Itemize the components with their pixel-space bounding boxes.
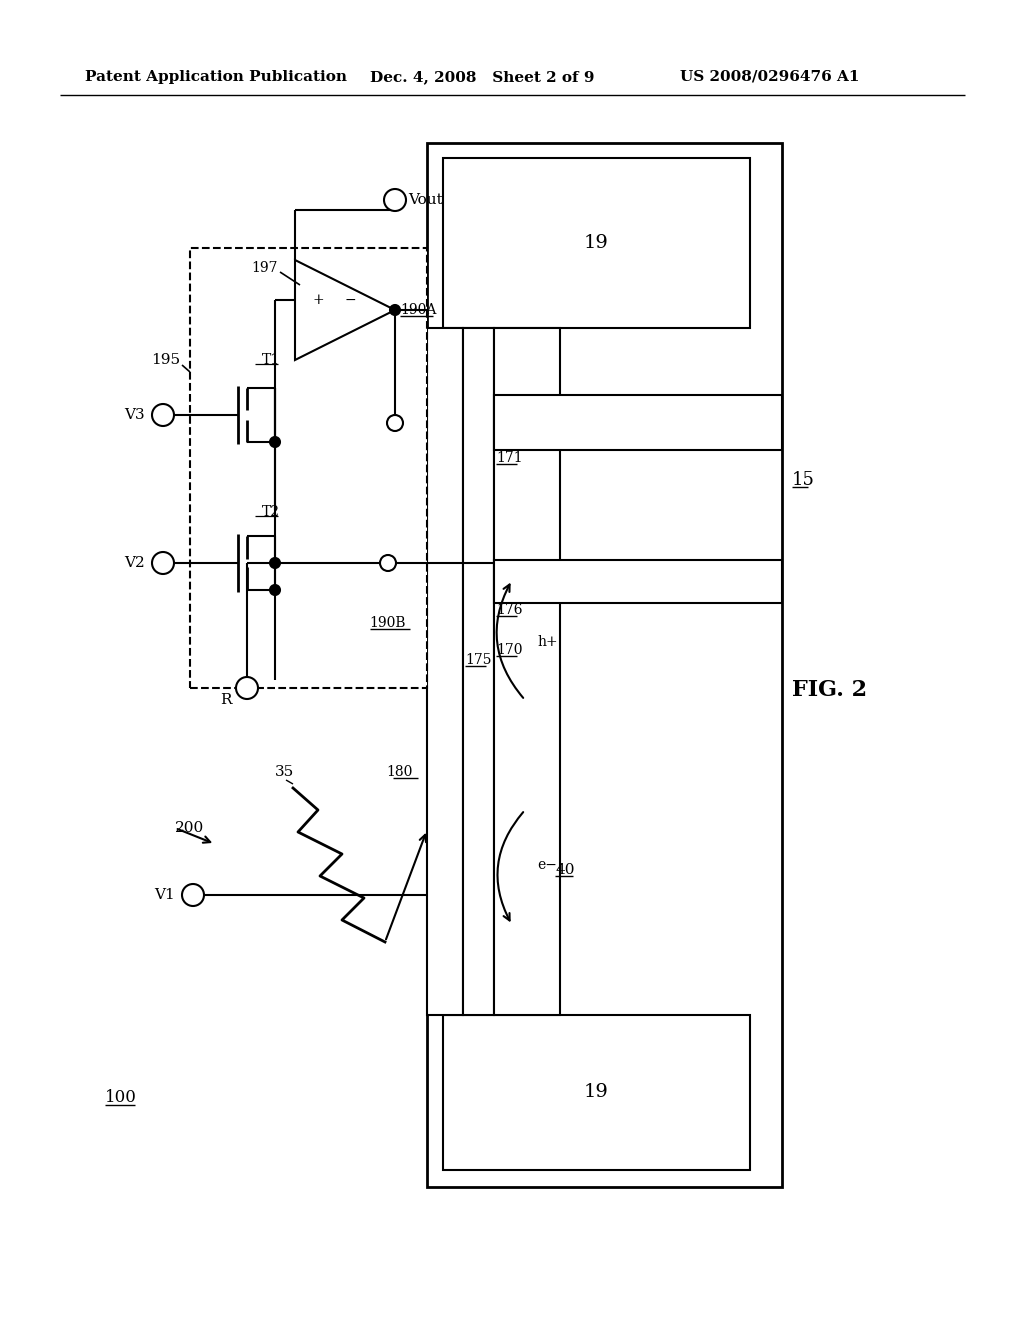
Text: h+: h+ <box>537 635 558 649</box>
Bar <box>443 1015 750 1170</box>
Text: 197: 197 <box>252 261 278 275</box>
Text: 100: 100 <box>105 1089 137 1106</box>
Bar <box>494 560 782 603</box>
Text: FIG. 2: FIG. 2 <box>792 678 867 701</box>
Text: 15: 15 <box>792 471 815 488</box>
Circle shape <box>270 585 280 595</box>
Text: 171: 171 <box>496 451 522 465</box>
Text: +: + <box>312 293 324 308</box>
Text: Patent Application Publication: Patent Application Publication <box>85 70 347 84</box>
Circle shape <box>270 437 280 447</box>
Text: Dec. 4, 2008   Sheet 2 of 9: Dec. 4, 2008 Sheet 2 of 9 <box>370 70 595 84</box>
Text: T1: T1 <box>262 352 281 367</box>
Bar <box>427 143 782 1187</box>
Text: T2: T2 <box>262 506 280 519</box>
Text: 200: 200 <box>175 821 204 836</box>
Text: 190B: 190B <box>370 616 407 630</box>
Bar <box>190 248 427 688</box>
Text: R: R <box>220 693 232 708</box>
Circle shape <box>380 554 396 572</box>
Bar <box>427 327 463 1015</box>
Circle shape <box>236 677 258 700</box>
Bar <box>494 327 560 1015</box>
Text: 180: 180 <box>387 766 413 779</box>
Text: 170: 170 <box>496 643 522 657</box>
Bar <box>463 327 494 1015</box>
Bar <box>443 158 750 327</box>
Text: V2: V2 <box>124 556 145 570</box>
Circle shape <box>384 189 406 211</box>
Text: 19: 19 <box>584 1082 608 1101</box>
Circle shape <box>390 305 400 315</box>
Circle shape <box>270 558 280 568</box>
Text: 35: 35 <box>275 766 294 779</box>
Text: V3: V3 <box>124 408 145 422</box>
Text: 40: 40 <box>555 863 574 876</box>
Text: 175: 175 <box>465 653 492 667</box>
Circle shape <box>387 414 403 432</box>
Text: 19: 19 <box>584 234 608 252</box>
Bar <box>494 395 782 450</box>
Text: 190A: 190A <box>400 304 436 317</box>
Text: 176: 176 <box>496 603 522 616</box>
Circle shape <box>152 552 174 574</box>
Text: −: − <box>344 293 355 308</box>
Text: e−: e− <box>537 858 557 873</box>
Text: V1: V1 <box>155 888 175 902</box>
Text: US 2008/0296476 A1: US 2008/0296476 A1 <box>680 70 859 84</box>
Circle shape <box>182 884 204 906</box>
Text: 195: 195 <box>151 352 180 367</box>
Text: Vout: Vout <box>408 193 442 207</box>
Circle shape <box>152 404 174 426</box>
